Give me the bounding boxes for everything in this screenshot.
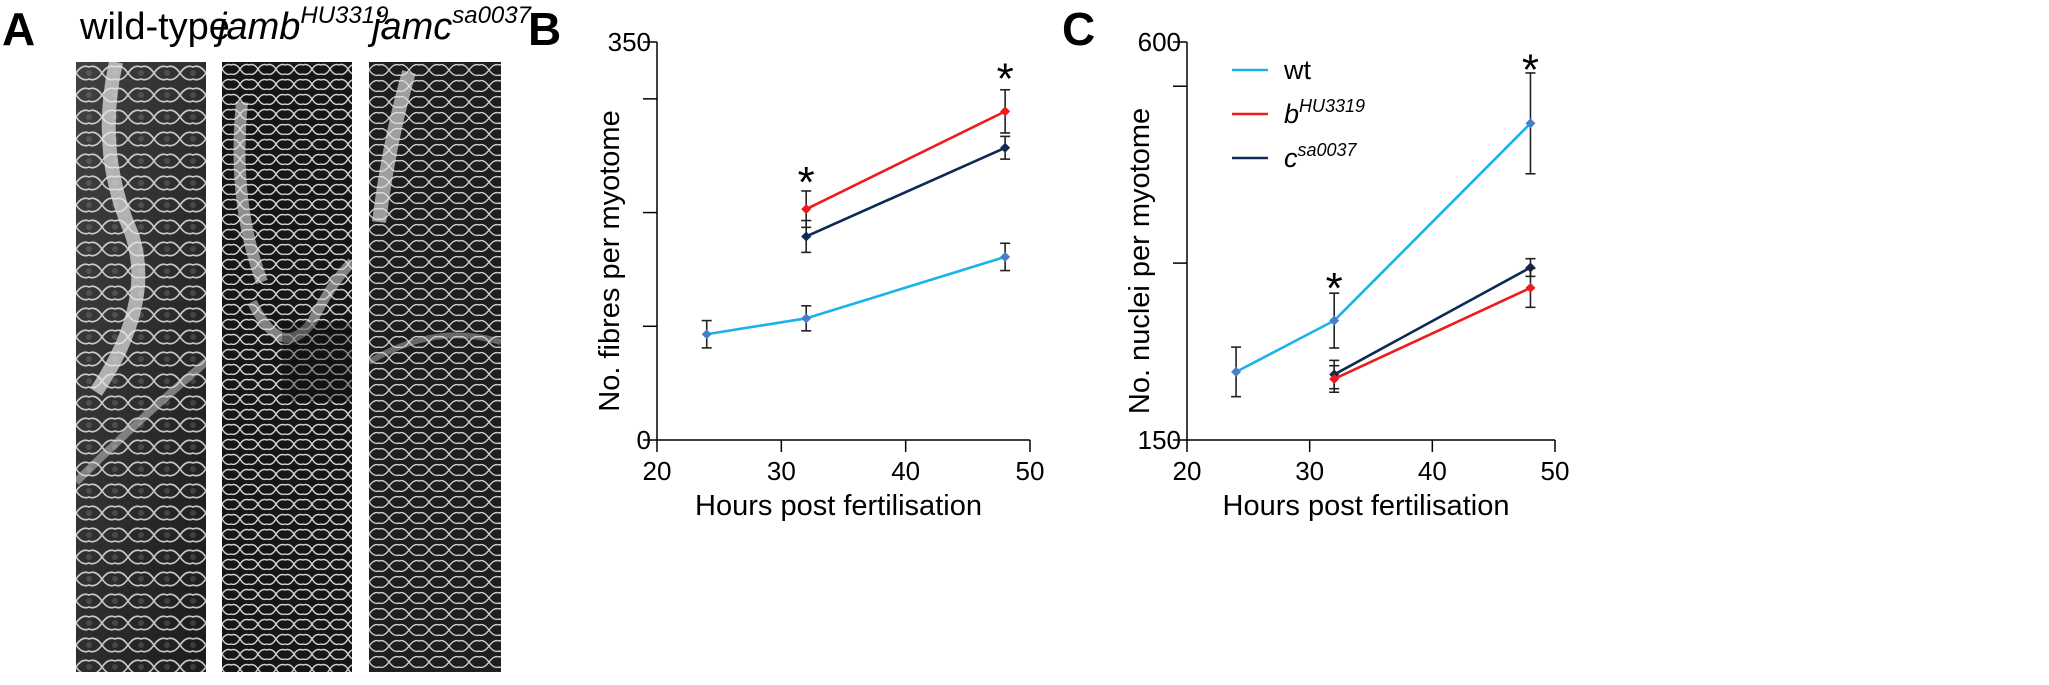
data-point-wt (1000, 251, 1011, 262)
legend-entry-c: csa0037 (1284, 140, 1358, 173)
x-tick-label: 30 (767, 456, 796, 486)
micrograph-title-text: wild-type (80, 6, 230, 48)
data-point-b (1329, 373, 1340, 384)
data-point-b (1000, 106, 1011, 117)
micrograph-title-jamb: jambHU3319 (218, 4, 388, 49)
x-axis-label: Hours post fertilisation (1223, 490, 1510, 522)
data-point-c (801, 231, 812, 242)
panel-label-a: A (2, 3, 36, 55)
data-point-wt (1329, 315, 1340, 326)
legend-entry-text: b (1284, 99, 1299, 129)
panel-label-c: C (1062, 3, 1096, 55)
legend-entry-superscript: sa0037 (1298, 140, 1358, 160)
micrograph-title-allele: sa0037 (452, 2, 531, 29)
significance-asterisk: * (1326, 264, 1343, 313)
micrograph-title-gene: jamb (218, 6, 301, 48)
y-tick-label: 350 (608, 27, 651, 57)
data-point-wt (801, 313, 812, 324)
y-tick-label: 0 (637, 425, 651, 455)
series-line-c (805, 146, 1006, 238)
x-tick-label: 40 (1418, 456, 1447, 486)
micrograph-title-allele: HU3319 (300, 2, 389, 29)
micrograph-jamc (369, 62, 501, 672)
series-line-wt (1235, 122, 1532, 374)
legend-entry-text: c (1284, 143, 1298, 173)
y-axis-label: No. fibres per myotome (594, 110, 626, 411)
x-tick-label: 50 (1541, 456, 1570, 486)
series-line-b (805, 110, 1006, 211)
data-point-wt (701, 329, 712, 340)
chart-fibres-per-myotome: 0 350 20 30 40 50 Hours post fertilisation No. … (594, 27, 1045, 522)
legend-entry-superscript: HU3319 (1299, 96, 1365, 116)
micrograph-title-jamc: jamcsa0037 (372, 4, 531, 49)
chart-nuclei-per-myotome: 150 600 20 30 40 50 Hours post fertilisation No… (1124, 27, 1570, 522)
y-tick-label: 600 (1138, 27, 1181, 57)
micrograph-wild-type (76, 62, 206, 672)
legend-entry-text: wt (1283, 55, 1311, 85)
x-tick-label: 50 (1016, 456, 1045, 486)
series-line-b (1333, 286, 1532, 381)
significance-asterisk: * (798, 158, 815, 207)
significance-asterisk: * (1522, 45, 1539, 94)
micrograph-jamb (222, 62, 352, 672)
data-point-wt (1525, 118, 1536, 129)
data-point-b (801, 204, 812, 215)
series-line-c (1333, 266, 1532, 376)
data-point-c (1000, 142, 1011, 153)
x-tick-label: 20 (1173, 456, 1202, 486)
data-point-b (1525, 282, 1536, 293)
micrograph-title-gene: jamc (372, 6, 453, 48)
data-point-wt (1231, 366, 1242, 377)
micrograph-title-wild-type: wild-type (80, 6, 230, 49)
y-axis-label: No. nuclei per myotome (1124, 108, 1156, 414)
significance-asterisk: * (997, 55, 1014, 104)
y-tick-label: 150 (1138, 425, 1181, 455)
panel-label-b: B (528, 3, 562, 55)
legend-entry-b: bHU3319 (1284, 96, 1365, 129)
legend-entry-wt: wt (1283, 55, 1311, 85)
x-tick-label: 30 (1295, 456, 1324, 486)
data-point-c (1525, 262, 1536, 273)
x-tick-label: 40 (891, 456, 920, 486)
x-axis-label: Hours post fertilisation (695, 490, 982, 522)
series-line-wt (706, 255, 1006, 336)
x-tick-label: 20 (643, 456, 672, 486)
